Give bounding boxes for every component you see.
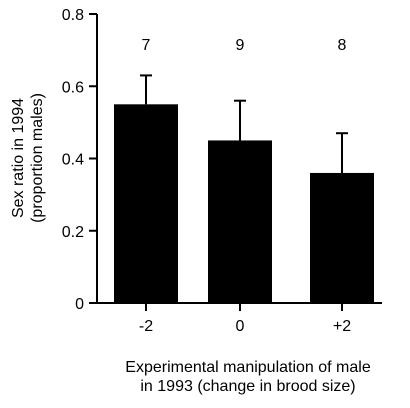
y-tick-label: 0.8 bbox=[62, 7, 84, 24]
y-tick-label: 0 bbox=[75, 296, 84, 313]
bars bbox=[114, 104, 374, 303]
bar bbox=[114, 104, 178, 303]
x-tick-label: -2 bbox=[139, 318, 153, 335]
sample-size-label: 7 bbox=[142, 37, 151, 54]
error-bars bbox=[140, 74, 348, 173]
y-tick-label: 0.2 bbox=[62, 224, 84, 241]
sample-size-labels: 7 9 8 bbox=[142, 37, 347, 54]
x-axis-title-line2: in 1993 (change in brood size) bbox=[140, 378, 355, 395]
y-tick-label: 0.4 bbox=[62, 152, 84, 169]
x-axis-title-line1: Experimental manipulation of male bbox=[125, 359, 371, 376]
y-axis-ticks: 0 0.2 0.4 0.6 0.8 bbox=[62, 7, 97, 313]
x-tick-label: 0 bbox=[236, 318, 245, 335]
y-axis-title-line1: Sex ratio in 1994 bbox=[10, 98, 27, 218]
bar bbox=[208, 140, 272, 303]
y-tick-label: 0.6 bbox=[62, 79, 84, 96]
bar bbox=[310, 172, 374, 303]
y-axis-title-line2: (proportion males) bbox=[29, 93, 46, 223]
sample-size-label: 8 bbox=[338, 37, 347, 54]
sample-size-label: 9 bbox=[236, 37, 245, 54]
x-axis-ticks: -2 0 +2 bbox=[139, 303, 351, 335]
x-tick-label: +2 bbox=[333, 318, 351, 335]
